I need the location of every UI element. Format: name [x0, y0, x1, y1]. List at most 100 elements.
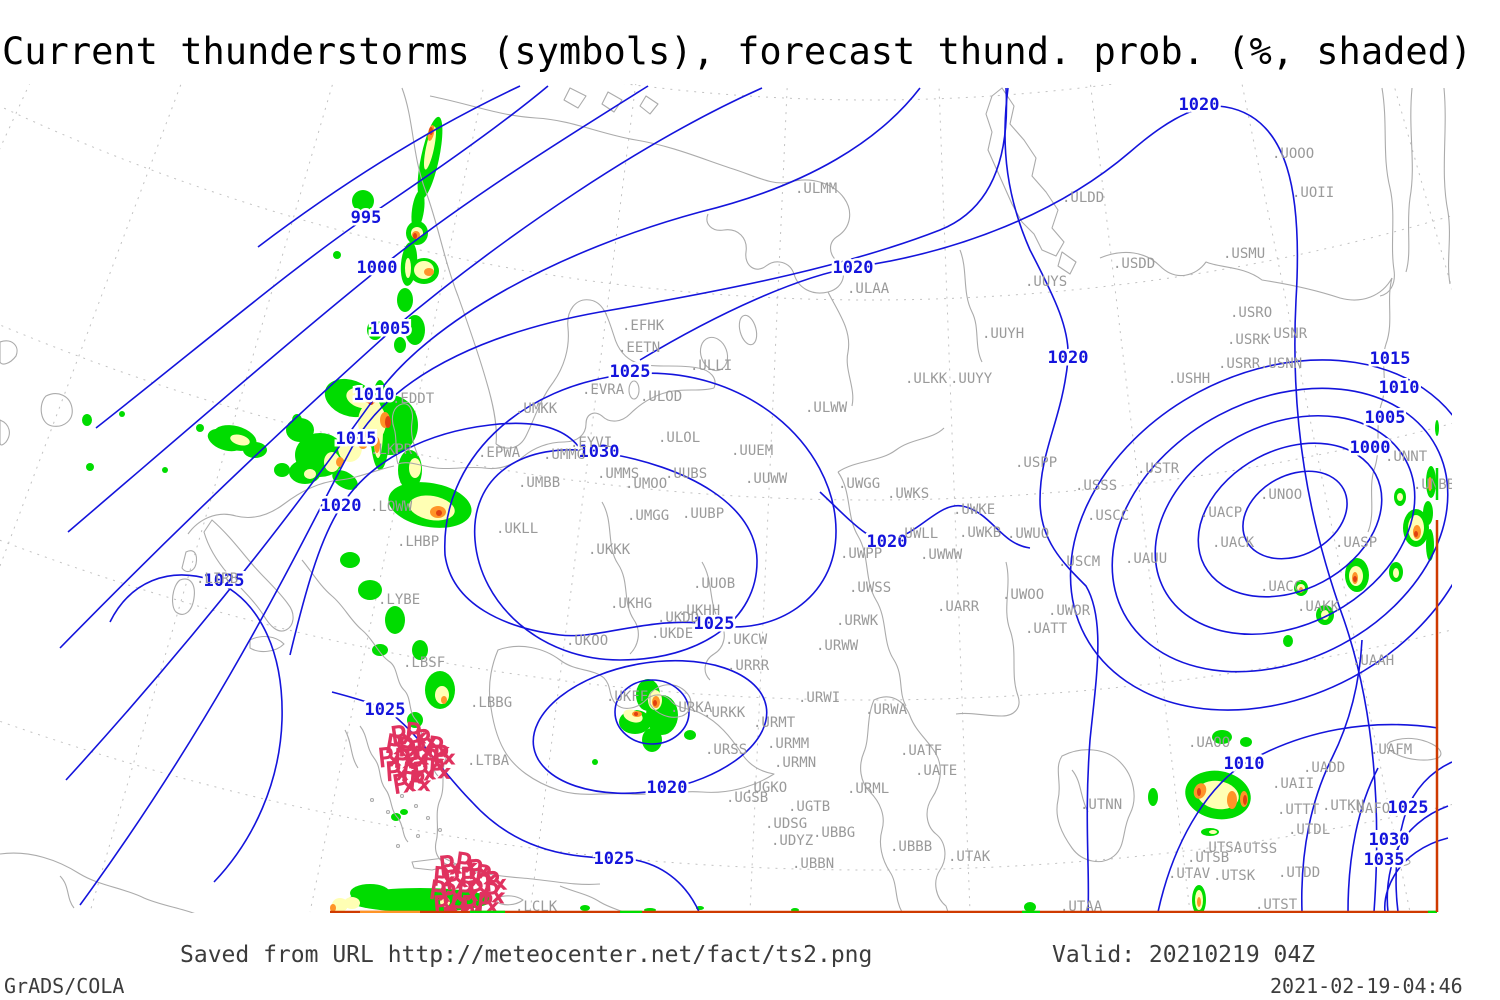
coastlines-shape — [401, 87, 497, 445]
isobar-label: 1030 — [1369, 830, 1410, 850]
isobars-shape — [67, 85, 649, 533]
station-label: .UNOO — [1260, 487, 1302, 503]
station-label: .UWWW — [920, 547, 963, 563]
isobars-shape — [1395, 761, 1452, 913]
thunderstorm-symbol-icon: ℞ — [453, 848, 480, 881]
prob-cell-pale-yellow — [1397, 493, 1403, 501]
station-label: .UWGG — [838, 476, 880, 492]
station-label: .USCM — [1058, 554, 1100, 570]
prob-cell-green — [1240, 737, 1252, 747]
station-label: .UACK — [1212, 535, 1255, 551]
prob-cell-green — [340, 552, 360, 568]
prob-cell-green — [372, 644, 388, 656]
prob-cell-green — [1426, 529, 1434, 561]
prob-cell-green — [412, 640, 428, 660]
station-label: .ULMM — [795, 181, 837, 197]
station-label: .UASP — [1335, 535, 1377, 551]
station-label: .UTDD — [1278, 865, 1320, 881]
coastlines-shape — [1385, 857, 1411, 867]
coastlines-shape — [0, 852, 195, 913]
prob-cell-red — [436, 510, 442, 516]
station-label: .USRK — [1227, 332, 1270, 348]
station-label: .UAFO — [1348, 801, 1390, 817]
coastlines-shape — [1057, 251, 1077, 275]
prob-cell-green — [286, 418, 314, 442]
thunderstorm-symbol-icon: ℞ — [399, 757, 427, 790]
thunderstorm-symbol-icon: ℞ — [456, 876, 481, 908]
prob-cell-green — [1435, 420, 1439, 436]
thunderstorm-symbol-icon: ℞ — [460, 863, 483, 893]
isobars-shape — [1004, 87, 1099, 913]
isobar-label: 1020 — [321, 496, 362, 516]
coastlines-shape — [429, 95, 791, 184]
station-label: .UUEM — [731, 443, 773, 459]
coastlines-shape — [1443, 87, 1451, 285]
prob-cell-green — [592, 759, 598, 765]
prob-cell-pale-yellow — [332, 898, 348, 912]
isobars-shape — [473, 449, 758, 661]
station-label: .UTSK — [1213, 868, 1256, 884]
station-label: .UKDE — [651, 626, 693, 642]
station-label: .UAII — [1272, 776, 1314, 792]
prob-cell-orange — [1197, 897, 1201, 907]
station-label: .URSS — [705, 742, 747, 758]
thunderstorm-symbol-icon: ℞ — [433, 741, 456, 771]
station-label: .UUYY — [950, 371, 993, 387]
thunderstorm-symbol-icon: ℞ — [440, 878, 467, 911]
station-label: .LKPR — [370, 442, 413, 458]
prob-cell-green — [332, 470, 358, 490]
prob-cell-green — [333, 251, 341, 259]
prob-cell-green — [1024, 902, 1036, 912]
thunderstorm-symbol-icon: ℞ — [409, 733, 437, 767]
station-label: .USNR — [1265, 326, 1308, 342]
station-label: .EPWA — [478, 445, 521, 461]
thunderstorm-symbol-icon: ℞ — [476, 888, 502, 920]
coastlines-shape — [249, 635, 285, 653]
prob-cell-pale-yellow — [1209, 830, 1217, 834]
coastlines — [0, 87, 1451, 913]
prob-cell-pale-yellow — [440, 897, 450, 907]
station-label: .LTBA — [467, 753, 510, 769]
prob-cell-green — [642, 728, 662, 752]
station-label: .UTAK — [948, 849, 991, 865]
prob-cell-pale-yellow — [423, 126, 437, 170]
isobars-shape — [1069, 359, 1452, 711]
station-label: .UUBP — [682, 506, 724, 522]
prob-cell-green — [397, 288, 413, 312]
prob-cell-green — [196, 424, 204, 432]
station-label: .UWOR — [1048, 603, 1091, 619]
coastlines-shape — [955, 561, 1020, 717]
coastlines-shape — [385, 809, 391, 815]
thunderstorm-symbol-icon: ℞ — [428, 754, 453, 785]
station-label: .UUOB — [693, 576, 735, 592]
station-label: .UKCW — [725, 632, 768, 648]
prob-cell-green — [82, 414, 92, 426]
station-label: .UGSB — [726, 790, 768, 806]
isobar-label: 1010 — [1224, 754, 1265, 774]
isobars-shape — [257, 85, 521, 248]
station-label: .UKHG — [610, 596, 652, 612]
station-label: .UUWW — [745, 471, 788, 487]
prob-cell-pale-yellow — [230, 434, 250, 446]
isobars-shape — [59, 87, 763, 649]
isobar-label: 1020 — [1179, 95, 1220, 115]
station-label: .USPP — [1015, 455, 1057, 471]
station-label: .UGTB — [788, 799, 830, 815]
isobar-label: 1020 — [833, 258, 874, 278]
isobar-label: 1025 — [594, 849, 635, 869]
coastlines-shape — [40, 393, 73, 427]
thunderstorm-symbol-icon: ℞ — [385, 756, 410, 788]
station-label: .UMMG — [543, 447, 585, 463]
isobar-label: 1005 — [370, 319, 411, 339]
station-label: .USHH — [1168, 371, 1210, 387]
prob-cell-green — [1283, 635, 1293, 647]
isobars-shape — [1111, 387, 1449, 673]
coastlines-shape — [203, 519, 294, 632]
prob-cell-orange — [336, 457, 344, 467]
prob-cell-green — [162, 467, 168, 473]
coastlines-shape — [827, 291, 854, 407]
thunderstorm-symbol-icon: ℞ — [421, 744, 448, 777]
coastlines-shape — [706, 179, 851, 294]
isobars-shape — [532, 659, 768, 795]
